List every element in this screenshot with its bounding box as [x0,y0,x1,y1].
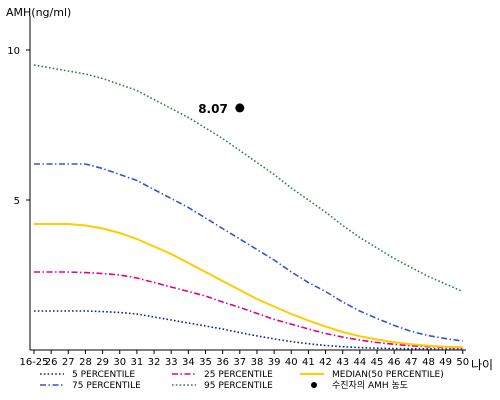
x-tick-label: 42 [319,357,332,368]
x-tick-label: 48 [422,357,435,368]
y-tick-label: 10 [7,46,20,57]
x-tick-label: 40 [285,357,298,368]
x-tick-label: 16-25 [19,357,48,368]
x-tick-label: 27 [62,357,75,368]
x-tick-label: 47 [405,357,418,368]
x-tick-label: 36 [216,357,229,368]
legend-label: 25 PERCENTILE [204,370,273,380]
series-line [34,223,463,349]
patient-amh-value-label: 8.07 [198,102,228,116]
legend-point-label: 수진자의 AMH 농도 [332,380,408,391]
legend-label: 95 PERCENTILE [204,381,273,391]
x-tick-label: 32 [148,357,161,368]
legend: 5 PERCENTILE 25 PERCENTILE MEDIAN(50 PERCE… [40,370,444,391]
y-tick-label: 5 [14,196,20,207]
x-tick-label: 34 [182,357,195,368]
x-tick-label: 28 [79,357,92,368]
legend-label: MEDIAN(50 PERCENTILE) [332,370,444,380]
x-tick-label: 50 [456,357,469,368]
series-line [33,64,464,293]
legend-label: 5 PERCENTILE [72,370,135,380]
x-tick-label: 39 [268,357,281,368]
series-line [34,163,463,342]
x-tick-label: 49 [439,357,452,368]
x-tick-label: 45 [371,357,384,368]
x-tick-label: 26 [45,357,58,368]
legend-point-marker [311,382,317,388]
x-tick-label: 29 [96,357,109,368]
x-tick-label: 38 [251,357,264,368]
y-axis-label: AMH(ng/ml) [6,6,71,19]
legend-label: 75 PERCENTILE [72,381,141,391]
x-tick-label: 37 [233,357,246,368]
x-axis-label: 나이 [471,358,493,372]
x-tick-label: 33 [165,357,178,368]
series-line [34,271,463,349]
x-tick-label: 41 [302,357,315,368]
x-tick-label: 46 [388,357,401,368]
patient-amh-point [235,103,245,113]
x-tick-label: 43 [336,357,349,368]
x-tick-label: 35 [199,357,212,368]
x-tick-label: 44 [353,357,366,368]
x-tick-label: 31 [131,357,144,368]
x-tick-label: 30 [113,357,126,368]
